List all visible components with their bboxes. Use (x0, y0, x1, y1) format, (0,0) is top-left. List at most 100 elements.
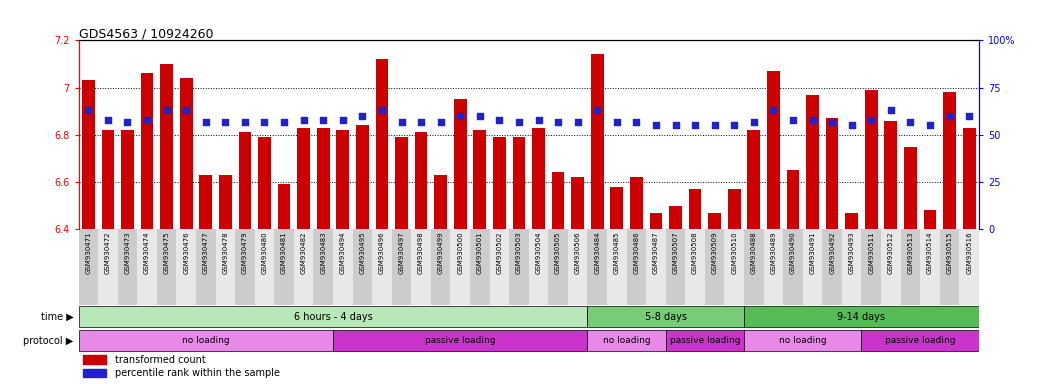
Point (588, 107, 605, 113)
Bar (509, 229, 529, 305)
Point (903, 118, 919, 124)
Text: passive loading: passive loading (425, 336, 495, 345)
Bar (669, 205, 682, 229)
Text: GSM930516: GSM930516 (966, 232, 973, 274)
Bar (411, 229, 431, 305)
Bar (333, 330, 587, 351)
Text: GSM930499: GSM930499 (438, 232, 444, 274)
Bar (450, 229, 470, 305)
Bar (254, 229, 274, 305)
Bar (236, 229, 254, 305)
Bar (649, 213, 663, 229)
Text: GSM930497: GSM930497 (399, 232, 404, 274)
Bar (626, 229, 646, 305)
Bar (959, 229, 979, 305)
Text: no loading: no loading (182, 336, 229, 345)
Point (119, 118, 136, 124)
Text: passive loading: passive loading (885, 336, 956, 345)
Bar (822, 229, 842, 305)
Text: GSM930484: GSM930484 (595, 232, 600, 274)
Point (275, 118, 292, 124)
Bar (317, 127, 330, 229)
Bar (845, 213, 859, 229)
Text: no loading: no loading (779, 336, 826, 345)
Bar (728, 189, 740, 229)
Bar (940, 229, 959, 305)
Bar (98, 229, 117, 305)
Bar (748, 130, 760, 229)
Bar (137, 229, 157, 305)
Bar (79, 306, 587, 328)
Bar (923, 210, 936, 229)
Bar (806, 94, 819, 229)
Bar (610, 187, 623, 229)
Point (374, 107, 391, 113)
Point (491, 117, 508, 123)
Bar (862, 330, 979, 351)
Text: GSM930496: GSM930496 (379, 232, 385, 274)
Point (432, 118, 449, 124)
Bar (140, 73, 154, 229)
Text: GSM930492: GSM930492 (829, 232, 836, 274)
Bar (176, 229, 196, 305)
Bar (552, 172, 564, 229)
Bar (392, 229, 411, 305)
Bar (435, 175, 447, 229)
Bar (274, 229, 294, 305)
Bar (513, 137, 526, 229)
Point (471, 113, 488, 119)
Bar (259, 137, 271, 229)
Bar (121, 130, 134, 229)
Bar (117, 229, 137, 305)
Point (824, 118, 841, 124)
Text: GSM930505: GSM930505 (555, 232, 561, 274)
Bar (607, 229, 626, 305)
Bar (532, 127, 544, 229)
Bar (219, 175, 231, 229)
Bar (180, 78, 193, 229)
Bar (356, 125, 369, 229)
Text: passive loading: passive loading (670, 336, 740, 345)
Point (80, 107, 96, 113)
Text: GSM930486: GSM930486 (633, 232, 640, 274)
Bar (646, 229, 666, 305)
Point (257, 118, 273, 124)
Point (393, 118, 409, 124)
Point (138, 117, 155, 123)
Bar (767, 71, 780, 229)
Bar (882, 229, 900, 305)
Bar (79, 229, 98, 305)
Bar (196, 229, 216, 305)
Text: GSM930501: GSM930501 (476, 232, 483, 274)
Bar (453, 99, 467, 229)
Text: GSM930489: GSM930489 (771, 232, 777, 274)
Point (511, 118, 528, 124)
Text: 9-14 days: 9-14 days (838, 312, 886, 322)
Bar (549, 229, 567, 305)
Bar (199, 175, 213, 229)
Bar (744, 229, 763, 305)
Text: GSM930488: GSM930488 (751, 232, 757, 274)
Point (745, 118, 762, 124)
Bar (431, 229, 450, 305)
Text: GSM930483: GSM930483 (320, 232, 327, 274)
Bar (963, 127, 976, 229)
Text: transformed count: transformed count (114, 354, 205, 364)
Text: GSM930493: GSM930493 (849, 232, 854, 274)
Point (99, 117, 116, 123)
Bar (725, 229, 744, 305)
Text: GSM930491: GSM930491 (809, 232, 816, 274)
Bar (587, 229, 607, 305)
Point (452, 113, 469, 119)
Bar (900, 229, 920, 305)
Text: GSM930473: GSM930473 (125, 232, 131, 274)
Text: GSM930503: GSM930503 (516, 232, 522, 274)
Bar (239, 132, 251, 229)
Text: GSM930508: GSM930508 (692, 232, 698, 274)
Point (765, 107, 782, 113)
Bar (470, 229, 490, 305)
Bar (689, 189, 701, 229)
Point (687, 122, 704, 128)
Bar (415, 132, 427, 229)
Bar (904, 147, 917, 229)
